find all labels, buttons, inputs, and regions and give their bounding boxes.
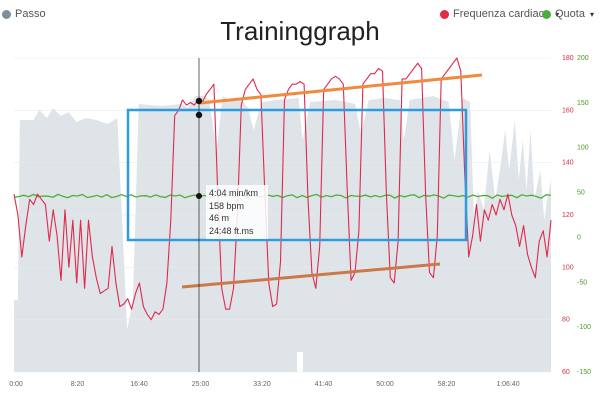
hr-tick-label: 180 xyxy=(562,55,574,62)
legend-heart-rate[interactable]: Frequenza cardiaca ▾ xyxy=(440,8,559,20)
quota-legend-dot-icon xyxy=(542,9,551,19)
x-tick-label: 25:00 xyxy=(192,381,210,388)
hr-tick-label: 80 xyxy=(562,317,570,324)
tooltip-pace: 4:04 min/km xyxy=(209,188,259,198)
quota-tick-label: 0 xyxy=(577,234,581,241)
crosshair-marker xyxy=(195,97,203,105)
hr-tick-label: 60 xyxy=(562,369,570,376)
x-tick-label: 0:00 xyxy=(9,381,23,388)
quota-tick-label: -50 xyxy=(577,279,587,286)
trend-line-upper xyxy=(199,73,483,105)
quota-tick-label: 200 xyxy=(577,55,589,62)
crosshair-marker xyxy=(195,111,203,119)
hr-legend-dot-icon xyxy=(440,9,449,19)
pace-area xyxy=(14,96,551,372)
quota-tick-label: 100 xyxy=(577,145,589,152)
legend-quota[interactable]: Quota ▾ xyxy=(542,8,594,20)
pace-legend-dot-icon xyxy=(2,9,11,19)
chevron-down-icon[interactable]: ▾ xyxy=(555,9,560,19)
x-tick-label: 50:00 xyxy=(376,381,394,388)
quota-tick-label: 150 xyxy=(577,100,589,107)
x-tick-label: 41:40 xyxy=(315,381,333,388)
pace-gap xyxy=(470,372,476,373)
hr-tick-label: 100 xyxy=(562,264,574,271)
hr-line xyxy=(13,57,552,321)
tooltip-hr: 158 bpm xyxy=(209,200,245,211)
annotation-group xyxy=(126,73,483,289)
x-tick-label: 16:40 xyxy=(130,381,148,388)
hr-tick-label: 160 xyxy=(562,107,574,114)
legend-hr-label: Frequenza cardiaca xyxy=(453,8,551,20)
hr-tick-label: 140 xyxy=(562,160,574,167)
chart-title: Traininggraph xyxy=(220,16,380,46)
x-tick-label: 1:06:40 xyxy=(496,381,519,388)
legend-quota-label: Quota xyxy=(555,8,585,20)
legend-pace[interactable]: Passo xyxy=(2,8,46,20)
quota-tick-label: -100 xyxy=(577,324,591,331)
hr-series-group xyxy=(13,57,552,321)
data-tooltip: 4:04 min/km 158 bpm 46 m 24:48 ft.ms xyxy=(206,185,268,239)
x-tick-label: 8:20 xyxy=(71,381,85,388)
x-tick-label: 33:20 xyxy=(253,381,271,388)
pace-gap xyxy=(409,372,415,373)
trend-line-lower xyxy=(181,262,441,289)
pace-gap xyxy=(297,352,303,373)
tooltip-quota: 46 m xyxy=(209,213,230,223)
pace-area-group xyxy=(14,96,551,373)
legend-pace-label: Passo xyxy=(15,8,46,20)
tooltip-time: 24:48 ft.ms xyxy=(209,225,254,236)
annotation-rectangle xyxy=(126,108,468,242)
tick-labels: 0:00 8:20 16:40 25:00 33:20 41:40 50:00 58:20 1:… xyxy=(9,55,591,388)
hr-tick-label: 120 xyxy=(562,212,574,219)
crosshair-group xyxy=(195,58,203,372)
crosshair-marker xyxy=(196,193,202,199)
quota-tick-label: -150 xyxy=(577,369,591,376)
x-tick-label: 58:20 xyxy=(438,381,456,388)
chevron-down-icon[interactable]: ▾ xyxy=(589,9,594,19)
quota-tick-label: 50 xyxy=(577,190,585,197)
